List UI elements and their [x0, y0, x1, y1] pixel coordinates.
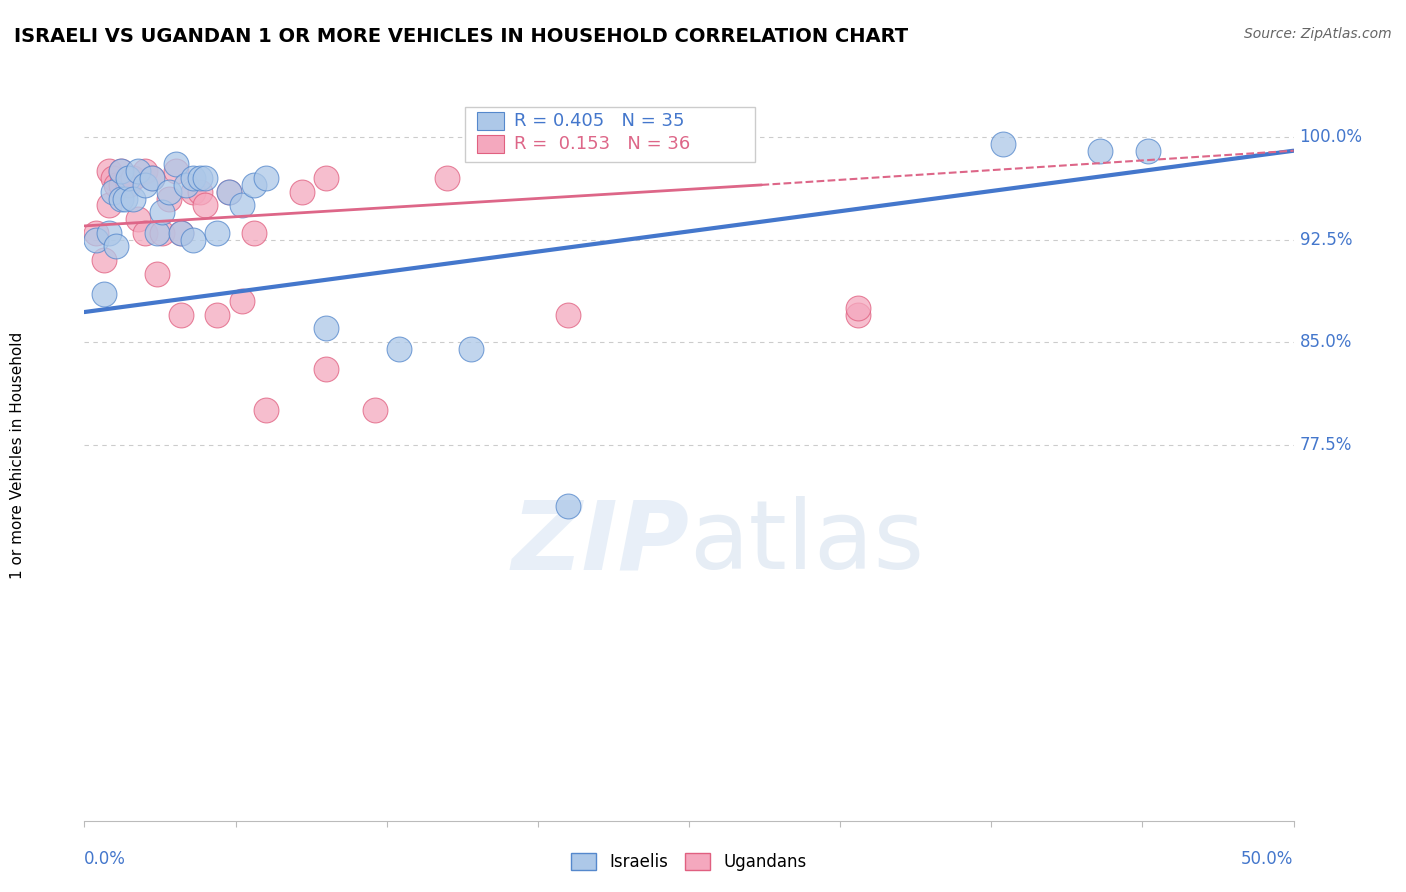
- Text: 1 or more Vehicles in Household: 1 or more Vehicles in Household: [10, 331, 25, 579]
- Point: [218, 185, 240, 199]
- Point: [93, 253, 115, 268]
- Text: atlas: atlas: [689, 496, 924, 590]
- Point: [97, 164, 120, 178]
- Point: [207, 308, 229, 322]
- Point: [194, 198, 217, 212]
- Point: [146, 226, 169, 240]
- Point: [165, 164, 187, 178]
- Point: [315, 362, 337, 376]
- Point: [170, 226, 193, 240]
- Text: 85.0%: 85.0%: [1299, 333, 1353, 351]
- Point: [254, 171, 277, 186]
- Point: [103, 171, 125, 186]
- Point: [194, 171, 217, 186]
- Text: 50.0%: 50.0%: [1241, 850, 1294, 868]
- Legend: Israelis, Ugandans: Israelis, Ugandans: [565, 847, 813, 878]
- Bar: [478, 112, 503, 130]
- Text: 0.0%: 0.0%: [84, 850, 127, 868]
- Point: [157, 185, 180, 199]
- Point: [190, 185, 212, 199]
- Point: [557, 308, 579, 322]
- Point: [181, 185, 204, 199]
- Point: [846, 308, 869, 322]
- Point: [104, 239, 127, 253]
- Point: [110, 164, 132, 178]
- FancyBboxPatch shape: [465, 108, 755, 162]
- Point: [460, 342, 482, 356]
- Point: [86, 233, 108, 247]
- Point: [103, 185, 125, 199]
- Text: ZIP: ZIP: [510, 496, 689, 590]
- Point: [291, 185, 314, 199]
- Point: [846, 301, 869, 315]
- Point: [110, 192, 132, 206]
- Point: [127, 164, 149, 178]
- Bar: [478, 135, 503, 153]
- Point: [170, 308, 193, 322]
- Point: [117, 178, 139, 192]
- Point: [1137, 144, 1160, 158]
- Point: [93, 287, 115, 301]
- Point: [242, 226, 264, 240]
- Text: R =  0.153   N = 36: R = 0.153 N = 36: [513, 135, 690, 153]
- Point: [207, 226, 229, 240]
- Text: ISRAELI VS UGANDAN 1 OR MORE VEHICLES IN HOUSEHOLD CORRELATION CHART: ISRAELI VS UGANDAN 1 OR MORE VEHICLES IN…: [14, 27, 908, 45]
- Point: [157, 192, 180, 206]
- Text: 77.5%: 77.5%: [1299, 435, 1353, 454]
- Point: [97, 198, 120, 212]
- Point: [231, 198, 253, 212]
- Point: [146, 267, 169, 281]
- Point: [315, 321, 337, 335]
- Point: [190, 171, 212, 186]
- Point: [218, 185, 240, 199]
- Point: [134, 164, 156, 178]
- Point: [254, 403, 277, 417]
- Point: [388, 342, 411, 356]
- Text: 92.5%: 92.5%: [1299, 231, 1353, 249]
- Point: [165, 157, 187, 171]
- Point: [150, 226, 173, 240]
- Point: [134, 178, 156, 192]
- Point: [86, 226, 108, 240]
- Point: [231, 294, 253, 309]
- Point: [97, 226, 120, 240]
- Point: [436, 171, 458, 186]
- Text: 100.0%: 100.0%: [1299, 128, 1362, 146]
- Point: [170, 226, 193, 240]
- Point: [141, 171, 163, 186]
- Point: [134, 226, 156, 240]
- Point: [104, 178, 127, 192]
- Point: [141, 171, 163, 186]
- Text: Source: ZipAtlas.com: Source: ZipAtlas.com: [1244, 27, 1392, 41]
- Point: [315, 171, 337, 186]
- Point: [1088, 144, 1111, 158]
- Point: [110, 178, 132, 192]
- Point: [114, 192, 136, 206]
- Point: [181, 233, 204, 247]
- Point: [127, 212, 149, 227]
- Point: [121, 192, 143, 206]
- Point: [242, 178, 264, 192]
- Point: [557, 499, 579, 513]
- Point: [117, 171, 139, 186]
- Point: [363, 403, 385, 417]
- Point: [993, 136, 1015, 151]
- Point: [150, 205, 173, 219]
- Point: [110, 164, 132, 178]
- Point: [181, 171, 204, 186]
- Point: [174, 178, 197, 192]
- Point: [121, 171, 143, 186]
- Text: R = 0.405   N = 35: R = 0.405 N = 35: [513, 112, 685, 129]
